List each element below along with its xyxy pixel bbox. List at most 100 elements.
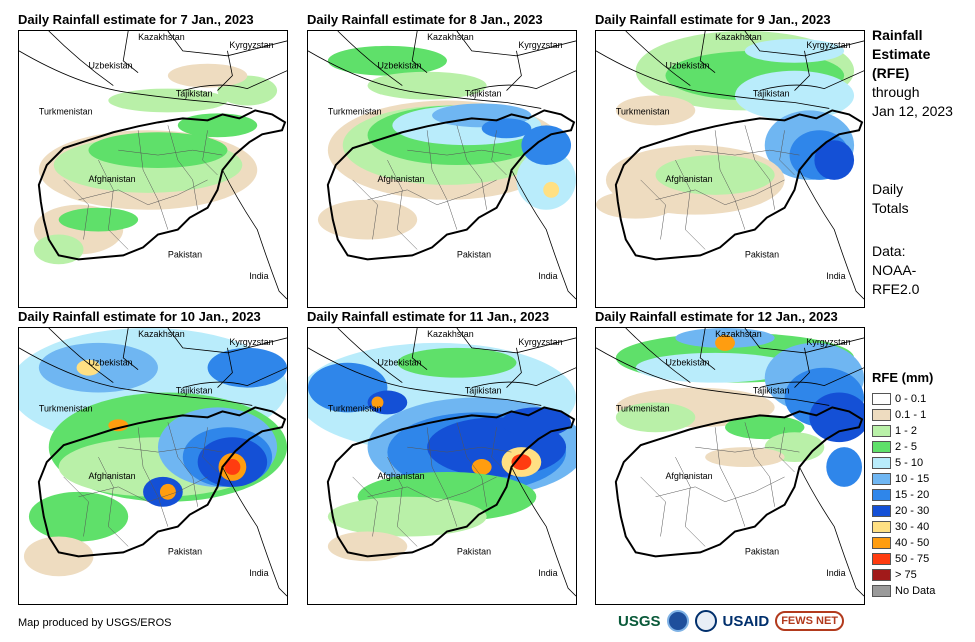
country-label-pakistan: Pakistan: [457, 249, 491, 259]
country-border: [48, 31, 114, 86]
country-border: [794, 50, 810, 91]
country-border: [506, 347, 522, 388]
country-label-india: India: [249, 271, 268, 281]
country-border: [182, 367, 287, 388]
country-label-kazakhstan: Kazakhstan: [427, 32, 474, 42]
rainfall-area: [635, 352, 795, 383]
afghanistan-border: [326, 406, 576, 558]
country-label-india: India: [826, 271, 845, 281]
country-label-afghanistan: Afghanistan: [377, 174, 424, 184]
rainfall-area: [327, 496, 487, 537]
country-label-uzbekistan: Uzbekistan: [665, 358, 709, 368]
country-label-kazakhstan: Kazakhstan: [715, 32, 762, 42]
province-border: [640, 179, 666, 240]
rainfall-area: [596, 190, 676, 219]
legend-swatch: [872, 473, 891, 485]
afghanistan-border: [326, 109, 576, 261]
country-label-india: India: [249, 568, 268, 578]
province-border: [714, 427, 746, 527]
legend-swatch: [872, 569, 891, 581]
rainfall-area: [615, 402, 696, 433]
rainfall-area: [397, 347, 517, 378]
country-label-kyrgyzstan: Kyrgyzstan: [229, 40, 273, 50]
province-border: [675, 159, 706, 250]
country-border: [471, 70, 576, 91]
legend-swatch: [872, 505, 891, 517]
country-label-turkmenistan: Turkmenistan: [39, 403, 93, 413]
country-border: [744, 328, 864, 354]
rainfall-area: [207, 347, 287, 388]
province-border: [744, 125, 775, 210]
panel-title: Daily Rainfall estimate for 11 Jan., 202…: [307, 309, 550, 324]
province-border: [491, 130, 507, 176]
map-panel-8-jan: Daily Rainfall estimate for 8 Jan., 2023…: [307, 12, 577, 308]
country-border: [48, 328, 114, 383]
data-line: NOAA-: [872, 262, 917, 278]
country-label-tajikistan: Tajikistan: [176, 386, 213, 396]
country-label-uzbekistan: Uzbekistan: [377, 358, 421, 368]
country-border: [799, 466, 864, 597]
legend-item: 5 - 10: [872, 455, 935, 471]
legend-swatch: [872, 553, 891, 565]
rainfall-layer: [596, 31, 855, 219]
country-label-kazakhstan: Kazakhstan: [138, 32, 185, 42]
totals-line: Totals: [872, 200, 909, 216]
country-border: [456, 31, 576, 57]
panel-title: Daily Rainfall estimate for 10 Jan., 202…: [18, 309, 261, 324]
rainfall-layer: [33, 63, 278, 265]
usgs-logo: USGS: [618, 612, 661, 630]
country-border: [699, 31, 716, 74]
country-border: [337, 31, 403, 86]
country-label-tajikistan: Tajikistan: [753, 386, 790, 396]
province-border: [640, 476, 666, 537]
province-border: [407, 149, 512, 156]
country-border: [337, 328, 403, 383]
legend-label: 50 - 75: [895, 553, 930, 565]
rainfall-area: [58, 207, 139, 232]
rainfall-area: [23, 536, 94, 577]
country-label-pakistan: Pakistan: [745, 546, 779, 556]
legend-label: 10 - 15: [895, 473, 930, 485]
legend-item: 30 - 40: [872, 519, 935, 535]
province-border: [118, 149, 223, 156]
country-border: [182, 70, 287, 91]
rainfall-map: Kazakhstan Kyrgyzstan Uzbekistan Tajikistan…: [18, 30, 288, 308]
country-label-kyrgyzstan: Kyrgyzstan: [229, 337, 273, 347]
legend-swatch: [872, 441, 891, 453]
rainfall-area: [814, 140, 855, 180]
country-border: [411, 328, 428, 371]
rainfall-area: [471, 459, 492, 475]
country-label-kazakhstan: Kazakhstan: [427, 329, 474, 339]
rainfall-area: [317, 199, 418, 240]
province-border: [202, 427, 218, 473]
country-label-afghanistan: Afghanistan: [665, 471, 712, 481]
rainfall-area: [715, 334, 735, 351]
country-label-turkmenistan: Turkmenistan: [39, 106, 93, 116]
province-border: [695, 446, 800, 453]
country-label-kyrgyzstan: Kyrgyzstan: [518, 337, 562, 347]
side-title: Rainfall Estimate (RFE): [872, 26, 930, 83]
country-label-kyrgyzstan: Kyrgyzstan: [806, 337, 850, 347]
country-border: [511, 466, 576, 597]
legend-swatch: [872, 457, 891, 469]
country-border: [625, 328, 691, 383]
map-panel-9-jan: Daily Rainfall estimate for 9 Jan., 2023…: [595, 12, 865, 308]
province-border: [456, 125, 487, 210]
rainfall-area: [511, 454, 532, 470]
province-border: [98, 456, 129, 547]
legend-item: 0 - 0.1: [872, 391, 935, 407]
province-border: [63, 476, 89, 537]
province-border: [387, 159, 418, 250]
country-label-kazakhstan: Kazakhstan: [715, 329, 762, 339]
country-border: [217, 347, 233, 388]
rainfall-area: [367, 71, 487, 100]
legend-label: 0.1 - 1: [895, 409, 927, 421]
legend-label: 5 - 10: [895, 457, 924, 469]
country-border: [699, 328, 716, 371]
rainfall-area: [76, 359, 101, 376]
usaid-logo: USAID: [722, 612, 770, 630]
rainfall-area: [744, 38, 845, 63]
country-label-uzbekistan: Uzbekistan: [88, 61, 132, 71]
usaid-seal-icon: [694, 610, 717, 632]
country-label-tajikistan: Tajikistan: [176, 89, 213, 99]
